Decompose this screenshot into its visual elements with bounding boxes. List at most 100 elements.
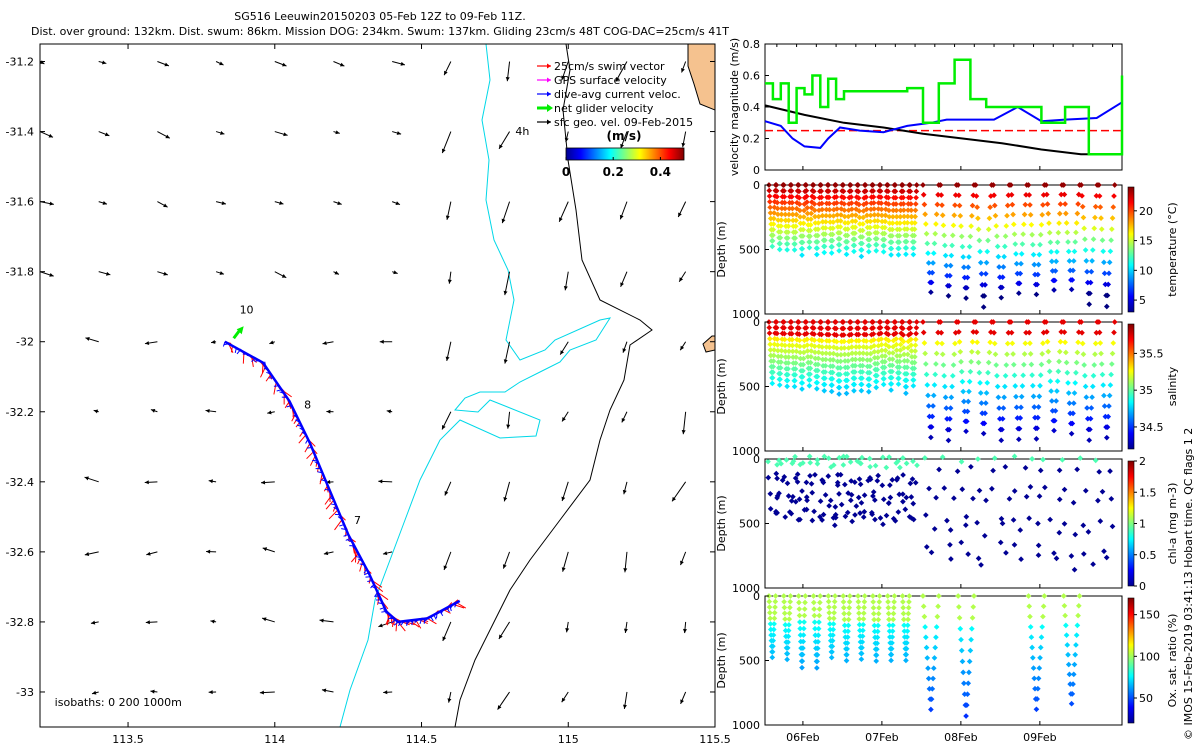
section-dot xyxy=(856,350,863,357)
section-dot xyxy=(778,217,785,224)
legend-label-swim: 25cm/s swim vector xyxy=(554,60,665,73)
section-dot xyxy=(825,473,832,479)
section-dot xyxy=(1051,277,1058,284)
section-dot xyxy=(796,188,802,195)
section-dot xyxy=(863,206,870,213)
section-dot xyxy=(794,471,801,478)
section-dot xyxy=(852,369,858,375)
section-dot xyxy=(940,362,947,368)
section-dot xyxy=(903,251,909,258)
section-dot xyxy=(847,459,854,465)
section-dot xyxy=(797,349,803,356)
section-dot xyxy=(937,319,944,325)
section-dot xyxy=(837,365,844,371)
section-dot xyxy=(1038,221,1045,228)
section-colorbar-tick-label: 50 xyxy=(1139,692,1153,705)
section-dot xyxy=(783,457,790,463)
map-axes: 113.5 114 114.5 115 115.5-31.2-31.4-31.6-31.… xyxy=(6,44,731,746)
section-dot xyxy=(1027,484,1034,490)
section-dot xyxy=(841,213,848,220)
section-dot xyxy=(1097,340,1104,346)
section-colorbar-tick-label: 15 xyxy=(1139,235,1153,248)
section-dot xyxy=(829,243,835,250)
section-dot xyxy=(893,477,900,483)
section-dot xyxy=(785,360,792,366)
geo-vector-head xyxy=(501,218,506,224)
section-dot xyxy=(966,378,973,385)
section-dot xyxy=(802,593,809,599)
section-dot xyxy=(797,632,804,638)
section-dot xyxy=(778,460,784,467)
section-dot xyxy=(1087,415,1094,422)
legend-net-velocity: net glider velocity xyxy=(537,102,654,115)
section-dot xyxy=(841,616,848,623)
section-dot xyxy=(860,356,866,363)
section-dot xyxy=(828,654,835,661)
section-dot xyxy=(1035,404,1042,410)
section-dot xyxy=(921,201,928,208)
section-dot xyxy=(874,354,881,361)
section-dot xyxy=(912,220,918,226)
section-dot xyxy=(819,200,825,207)
section-dot xyxy=(789,342,796,349)
section-dot xyxy=(1029,456,1035,462)
section-dot xyxy=(1079,193,1085,199)
section-dot xyxy=(800,625,807,632)
section-dot xyxy=(907,330,914,337)
geo-vector-head xyxy=(260,480,266,485)
section-dot xyxy=(877,515,884,521)
geo-vector-head xyxy=(144,480,149,485)
section-dot xyxy=(807,359,814,366)
section-dot xyxy=(893,341,900,348)
map-y-tick-label: -32 xyxy=(16,336,34,349)
section-dot xyxy=(945,293,952,299)
geo-vector-head xyxy=(210,619,215,624)
swim-vector xyxy=(325,499,335,510)
section-dot xyxy=(1039,624,1046,630)
section-dot xyxy=(939,340,945,347)
section-dot xyxy=(1004,202,1011,209)
geo-vector-head xyxy=(208,690,213,695)
section-dot xyxy=(870,194,877,200)
section-dot xyxy=(1087,426,1093,433)
section-dot xyxy=(861,598,868,605)
section-dot xyxy=(974,204,981,211)
section-dot xyxy=(941,372,947,379)
section-dot xyxy=(782,514,789,520)
section-dot xyxy=(1010,361,1017,368)
section-dot xyxy=(928,696,935,702)
section-dot xyxy=(788,510,795,517)
section-dot xyxy=(979,282,986,288)
section-dot xyxy=(897,341,904,348)
section-dot xyxy=(1076,593,1083,599)
section-dot xyxy=(893,201,899,207)
section-dot xyxy=(811,606,817,612)
section-dot xyxy=(985,359,992,366)
section-dot xyxy=(1051,287,1057,293)
section-dot xyxy=(958,358,964,365)
section-dot xyxy=(1002,233,1009,240)
section-dot xyxy=(851,242,858,249)
geo-vector-head xyxy=(84,476,89,481)
section-dot xyxy=(1101,548,1107,555)
geo-vector-head xyxy=(621,417,626,423)
section-dot xyxy=(1092,340,1099,347)
section-dot xyxy=(878,194,884,200)
section-dot xyxy=(867,350,874,357)
section-dot xyxy=(830,219,837,225)
section-dot xyxy=(874,628,881,635)
section-dot xyxy=(952,202,958,208)
section-dot xyxy=(1105,413,1112,420)
section-dot xyxy=(892,188,899,195)
section-colorbar-label: salinity xyxy=(1166,366,1179,406)
section-dot xyxy=(781,604,788,611)
section-dot xyxy=(895,458,901,465)
section-dot xyxy=(888,645,895,652)
section-dot xyxy=(800,460,806,466)
section-dot xyxy=(836,491,842,497)
section-dot xyxy=(901,622,907,629)
section-dot xyxy=(889,362,896,369)
section-dot xyxy=(896,358,903,365)
section-dot xyxy=(1086,437,1093,444)
section-dot xyxy=(797,343,803,350)
